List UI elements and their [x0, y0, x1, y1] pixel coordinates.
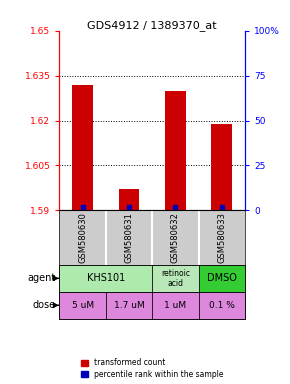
Text: KHS101: KHS101 [87, 273, 125, 283]
Text: retinoic
acid: retinoic acid [161, 269, 190, 288]
Bar [199, 265, 245, 292]
Text: 1 uM: 1 uM [164, 301, 186, 310]
Text: agent: agent [28, 273, 56, 283]
Bar [152, 292, 199, 319]
Bar [72, 84, 93, 210]
Text: 1.7 uM: 1.7 uM [114, 301, 144, 310]
Text: 5 uM: 5 uM [72, 301, 94, 310]
Bar [119, 189, 139, 210]
Text: 0.1 %: 0.1 % [209, 301, 235, 310]
Title: GDS4912 / 1389370_at: GDS4912 / 1389370_at [88, 20, 217, 31]
Text: GSM580632: GSM580632 [171, 212, 180, 263]
Bar [199, 292, 245, 319]
Text: GSM580630: GSM580630 [78, 212, 87, 263]
Bar [152, 265, 199, 292]
Legend: transformed count, percentile rank within the sample: transformed count, percentile rank withi… [79, 357, 225, 380]
Text: GSM580631: GSM580631 [124, 212, 134, 263]
Bar [59, 292, 106, 319]
Text: GSM580633: GSM580633 [217, 212, 226, 263]
Text: dose: dose [32, 300, 56, 310]
Bar [165, 91, 186, 210]
Bar [106, 292, 152, 319]
Text: DMSO: DMSO [207, 273, 237, 283]
Bar [211, 124, 232, 210]
Bar [59, 265, 152, 292]
